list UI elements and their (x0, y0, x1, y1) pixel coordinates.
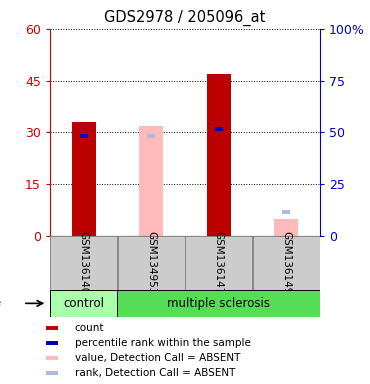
Bar (46, 326, 58, 330)
Text: rank, Detection Call = ABSENT: rank, Detection Call = ABSENT (75, 368, 235, 378)
Bar (215, 127, 223, 131)
Text: GSM134953: GSM134953 (146, 231, 156, 295)
Text: GSM136149: GSM136149 (281, 231, 291, 295)
Bar (207, 74, 231, 236)
Text: percentile rank within the sample: percentile rank within the sample (75, 338, 250, 348)
Bar (275, 219, 298, 236)
FancyBboxPatch shape (118, 290, 320, 317)
FancyBboxPatch shape (50, 290, 118, 317)
Bar (46, 356, 58, 360)
FancyBboxPatch shape (50, 237, 117, 290)
Bar (72, 122, 95, 236)
Title: GDS2978 / 205096_at: GDS2978 / 205096_at (104, 10, 266, 26)
Bar (80, 134, 88, 138)
Text: multiple sclerosis: multiple sclerosis (167, 297, 270, 310)
Text: GSM136147: GSM136147 (214, 231, 224, 295)
Text: disease state: disease state (0, 298, 1, 308)
Bar (139, 126, 163, 236)
FancyBboxPatch shape (185, 237, 252, 290)
Text: GSM136140: GSM136140 (79, 232, 89, 295)
Text: count: count (75, 323, 104, 333)
Text: control: control (63, 297, 104, 310)
FancyBboxPatch shape (253, 237, 320, 290)
Bar (46, 371, 58, 375)
Bar (282, 210, 290, 214)
Bar (147, 134, 155, 138)
Text: value, Detection Call = ABSENT: value, Detection Call = ABSENT (75, 353, 240, 363)
Bar (46, 341, 58, 345)
FancyBboxPatch shape (118, 237, 185, 290)
